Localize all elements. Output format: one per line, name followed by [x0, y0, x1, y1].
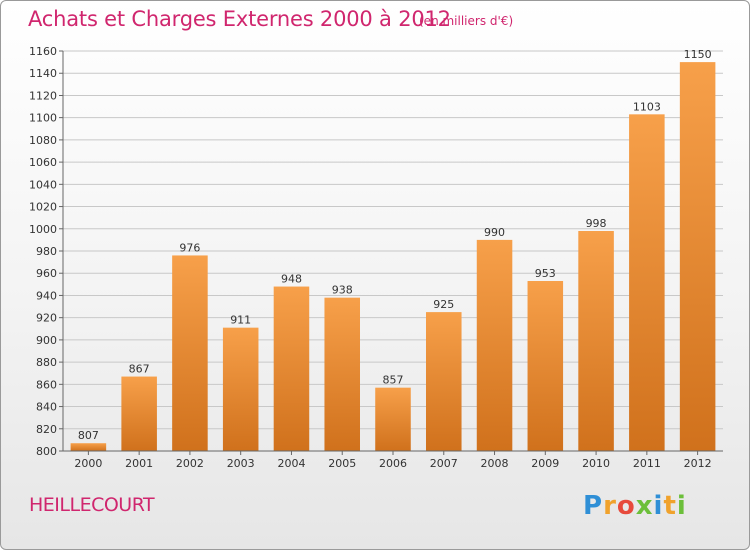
data-label: 857: [383, 374, 404, 387]
logo-letter: o: [616, 491, 636, 521]
chart-subtitle: (en milliers d'€): [419, 14, 514, 28]
data-label: 925: [433, 298, 454, 311]
y-tick-label: 1120: [29, 89, 57, 102]
x-tick-label: 2010: [582, 457, 610, 470]
x-tick-label: 2006: [379, 457, 407, 470]
y-tick-label: 900: [36, 334, 57, 347]
logo-letter: P: [583, 491, 604, 521]
bar-2009[interactable]: [527, 281, 564, 451]
logo-letter: t: [663, 491, 677, 521]
x-tick-label: 2008: [481, 457, 509, 470]
data-label: 976: [179, 241, 200, 254]
y-tick-label: 940: [36, 289, 57, 302]
logo-letter: x: [635, 491, 654, 521]
y-tick-label: 1160: [29, 45, 57, 58]
y-tick-label: 960: [36, 267, 57, 280]
bar-2000[interactable]: [70, 443, 107, 451]
x-tick-label: 2004: [277, 457, 305, 470]
data-label: 998: [586, 217, 607, 230]
bar-2012[interactable]: [679, 62, 716, 451]
bar-2002[interactable]: [172, 255, 208, 451]
logo-letter: i: [653, 491, 664, 521]
x-tick-label: 2007: [430, 457, 458, 470]
bar-2007[interactable]: [426, 312, 462, 451]
commune-name: HEILLECOURT: [29, 494, 155, 516]
logo-letter: r: [603, 491, 617, 521]
logo-letter: i: [676, 491, 687, 521]
data-label: 948: [281, 273, 302, 286]
y-tick-label: 1060: [29, 156, 57, 169]
x-tick-label: 2009: [531, 457, 559, 470]
x-tick-label: 2000: [74, 457, 102, 470]
y-tick-label: 800: [36, 445, 57, 458]
data-label: 953: [535, 267, 556, 280]
y-tick-label: 840: [36, 401, 57, 414]
y-tick-label: 820: [36, 423, 57, 436]
bar-2003[interactable]: [222, 327, 259, 451]
y-tick-label: 860: [36, 378, 57, 391]
data-label: 807: [78, 429, 99, 442]
data-label: 1150: [684, 48, 712, 61]
x-tick-label: 2002: [176, 457, 204, 470]
y-tick-label: 1140: [29, 67, 57, 80]
data-label: 1103: [633, 100, 661, 113]
data-label: 867: [129, 363, 150, 376]
bar-2011[interactable]: [629, 114, 665, 451]
y-tick-label: 1020: [29, 201, 57, 214]
x-tick-label: 2011: [633, 457, 661, 470]
x-tick-label: 2001: [125, 457, 153, 470]
axes: 800 820 840 860 880 900 920 940 960 980 1000 1020 10…: [29, 45, 723, 470]
x-tick-label: 2005: [328, 457, 356, 470]
bar-2004[interactable]: [273, 286, 310, 451]
bar-2001[interactable]: [121, 376, 157, 451]
x-tick-label: 2003: [227, 457, 255, 470]
bar-2010[interactable]: [578, 231, 614, 451]
data-label: 990: [484, 226, 505, 239]
chart-title: Achats et Charges Externes 2000 à 2012: [28, 7, 451, 31]
bars: 807 867 976 911 948 938 857 925 990 953 998 1103 115…: [70, 48, 716, 451]
y-tick-label: 980: [36, 245, 57, 258]
bar-2005[interactable]: [324, 297, 360, 451]
y-tick-label: 1040: [29, 178, 57, 191]
x-tick-label: 2012: [684, 457, 712, 470]
y-tick-label: 880: [36, 356, 57, 369]
proxiti-logo[interactable]: Proxiti: [583, 491, 687, 521]
bar-2006[interactable]: [375, 387, 411, 451]
data-label: 938: [332, 284, 353, 297]
bar-2008[interactable]: [476, 239, 513, 451]
data-label: 911: [230, 314, 251, 327]
y-tick-label: 1080: [29, 134, 57, 147]
y-tick-label: 1100: [29, 112, 57, 125]
y-tick-label: 1000: [29, 223, 57, 236]
y-tick-label: 920: [36, 312, 57, 325]
